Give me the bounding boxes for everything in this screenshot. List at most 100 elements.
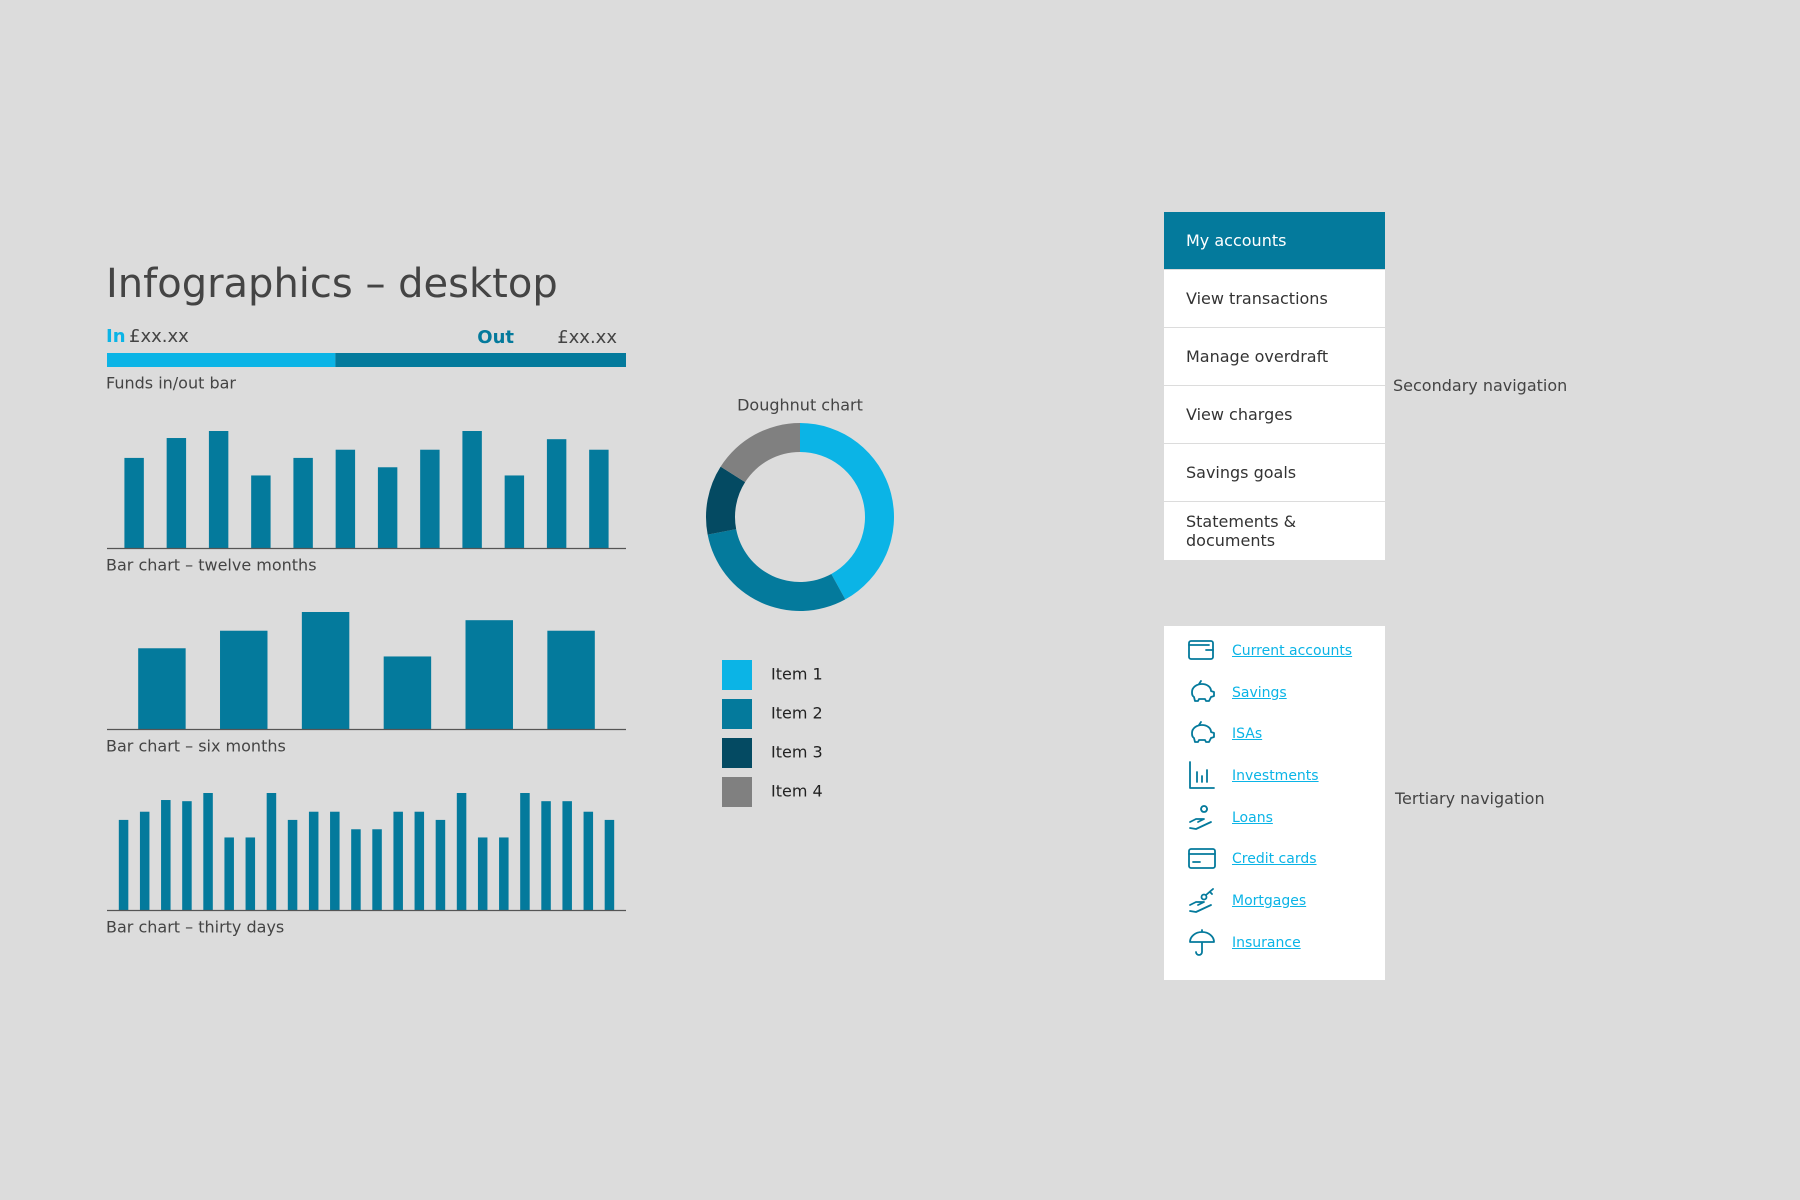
out-label: Out xyxy=(477,327,514,348)
bar xyxy=(266,793,277,910)
nav-item-label[interactable]: View charges xyxy=(1186,405,1293,424)
secondary-nav: My accounts View transactions Manage overd… xyxy=(1164,212,1385,560)
nav-link[interactable]: Credit cards xyxy=(1232,851,1317,868)
nav-item[interactable]: Statements & documents xyxy=(1164,502,1385,560)
tertiary-item: ISAs xyxy=(1164,713,1385,755)
bar xyxy=(504,475,525,548)
bar xyxy=(583,811,594,910)
doughnut-segment xyxy=(706,466,746,535)
nav-item-label[interactable]: Statements & documents xyxy=(1186,512,1297,550)
nav-link[interactable]: Current accounts xyxy=(1232,642,1353,659)
legend-swatch xyxy=(722,777,752,807)
nav-icon xyxy=(1189,761,1215,789)
tertiary-item: Savings xyxy=(1164,672,1385,714)
in-amount: £xx.xx xyxy=(129,326,189,347)
bar xyxy=(251,475,271,548)
nav-item-label[interactable]: Savings goals xyxy=(1186,463,1297,482)
nav-link[interactable]: Insurance xyxy=(1232,934,1301,951)
nav-icon xyxy=(1189,888,1214,913)
nav-link[interactable]: Investments xyxy=(1232,767,1319,784)
in-label: In xyxy=(106,326,126,347)
doughnut-title: Doughnut chart xyxy=(737,396,863,415)
bar xyxy=(520,793,530,910)
legend-swatch xyxy=(722,660,752,690)
bar xyxy=(499,837,509,910)
tertiary-item: Current accounts xyxy=(1164,630,1385,672)
bar xyxy=(462,431,482,548)
nav-icon xyxy=(1189,804,1212,830)
legend-label: Item 3 xyxy=(771,743,823,762)
chart-caption: Bar chart – twelve months xyxy=(106,556,317,575)
funds-caption: Funds in/out bar xyxy=(106,374,236,393)
bar xyxy=(118,819,129,910)
nav-item-label[interactable]: View transactions xyxy=(1186,289,1328,308)
bar xyxy=(208,431,229,548)
bar xyxy=(308,811,319,910)
nav-item-label[interactable]: My accounts xyxy=(1186,231,1287,250)
bar xyxy=(393,811,403,910)
bar xyxy=(161,800,171,910)
bar xyxy=(166,438,187,548)
legend-label: Item 4 xyxy=(771,782,823,801)
doughnut-segment xyxy=(707,529,846,611)
bar xyxy=(330,811,340,910)
nav-link[interactable]: Savings xyxy=(1232,684,1287,701)
nav-item-label[interactable]: Manage overdraft xyxy=(1186,347,1329,366)
bar xyxy=(456,793,467,910)
chart-caption: Bar chart – thirty days xyxy=(106,918,284,937)
bar xyxy=(301,612,350,729)
tertiary-nav: Current accounts Savings ISAs Investments Lo… xyxy=(1164,626,1385,980)
bar xyxy=(224,837,234,910)
bar xyxy=(547,630,595,729)
bar xyxy=(562,801,572,910)
bar xyxy=(335,449,356,548)
tertiary-item: Credit cards xyxy=(1164,838,1385,880)
bar xyxy=(220,630,268,729)
nav-link[interactable]: Loans xyxy=(1232,809,1273,826)
doughnut-segment xyxy=(720,423,800,483)
bar xyxy=(420,449,440,548)
bar xyxy=(546,439,567,548)
nav-icon xyxy=(1188,848,1216,870)
tertiary-item: Insurance xyxy=(1164,922,1385,964)
nav-item[interactable]: Savings goals xyxy=(1164,444,1385,502)
doughnut-segment xyxy=(800,423,894,600)
tertiary-item: Investments xyxy=(1164,755,1385,797)
legend-swatch xyxy=(722,738,752,768)
nav-item[interactable]: View transactions xyxy=(1164,270,1385,328)
bar xyxy=(477,837,488,910)
nav-link[interactable]: Mortgages xyxy=(1232,892,1307,909)
chart-caption: Bar chart – six months xyxy=(106,737,286,756)
tertiary-nav-label: Tertiary navigation xyxy=(1395,789,1545,808)
bar xyxy=(383,656,432,729)
out-amount: £xx.xx xyxy=(557,327,617,348)
nav-link[interactable]: ISAs xyxy=(1232,726,1263,743)
nav-item[interactable]: Manage overdraft xyxy=(1164,328,1385,386)
tertiary-item: Mortgages xyxy=(1164,880,1385,922)
nav-icon xyxy=(1188,639,1214,660)
funds-in xyxy=(107,353,336,367)
nav-icon xyxy=(1189,928,1215,956)
bar xyxy=(203,793,213,910)
bar xyxy=(138,648,186,729)
bar xyxy=(182,801,192,910)
bar xyxy=(604,819,615,910)
funds-out xyxy=(335,353,626,367)
bar xyxy=(435,819,446,910)
legend-label: Item 2 xyxy=(771,704,823,723)
tertiary-item: Loans xyxy=(1164,797,1385,839)
legend-swatch xyxy=(722,699,752,729)
bar xyxy=(372,829,382,910)
bar xyxy=(124,457,144,548)
nav-item[interactable]: View charges xyxy=(1164,386,1385,444)
bar xyxy=(293,457,313,548)
nav-icon xyxy=(1191,679,1215,702)
bar xyxy=(245,837,256,910)
nav-item[interactable]: My accounts xyxy=(1164,212,1385,270)
bar xyxy=(465,620,513,729)
bar xyxy=(589,449,609,548)
bar xyxy=(351,829,361,910)
bar xyxy=(287,819,298,910)
